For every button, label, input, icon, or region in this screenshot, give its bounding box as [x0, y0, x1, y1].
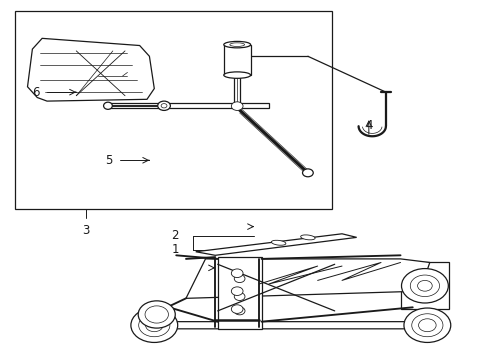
- Ellipse shape: [302, 169, 313, 177]
- Circle shape: [158, 101, 170, 111]
- Polygon shape: [185, 259, 429, 298]
- Ellipse shape: [229, 43, 244, 46]
- Ellipse shape: [271, 240, 285, 245]
- Polygon shape: [108, 103, 268, 108]
- Circle shape: [409, 275, 439, 297]
- Ellipse shape: [103, 102, 112, 109]
- Text: 4: 4: [365, 118, 372, 132]
- Circle shape: [234, 307, 244, 315]
- Circle shape: [145, 319, 163, 332]
- Circle shape: [161, 104, 166, 108]
- Circle shape: [138, 301, 175, 328]
- Text: 2: 2: [171, 229, 178, 242]
- Circle shape: [231, 305, 243, 314]
- Circle shape: [234, 293, 244, 301]
- Polygon shape: [27, 39, 154, 101]
- Text: 5: 5: [105, 154, 113, 167]
- Circle shape: [231, 269, 243, 278]
- Circle shape: [411, 314, 442, 337]
- Polygon shape: [217, 257, 261, 329]
- Circle shape: [401, 269, 447, 303]
- Polygon shape: [400, 262, 448, 309]
- Ellipse shape: [224, 41, 250, 48]
- Circle shape: [231, 102, 243, 111]
- Circle shape: [403, 308, 450, 342]
- Circle shape: [145, 306, 168, 323]
- Polygon shape: [142, 321, 448, 329]
- Polygon shape: [224, 45, 250, 75]
- Circle shape: [417, 280, 431, 291]
- Text: 1: 1: [171, 243, 178, 256]
- Ellipse shape: [300, 235, 314, 240]
- Bar: [15, 12, 331, 209]
- Circle shape: [234, 275, 244, 283]
- Circle shape: [131, 308, 177, 342]
- Circle shape: [418, 319, 435, 332]
- Text: 6: 6: [32, 86, 40, 99]
- Circle shape: [231, 287, 243, 296]
- Text: 3: 3: [82, 224, 89, 237]
- Polygon shape: [195, 234, 356, 255]
- Circle shape: [139, 314, 169, 337]
- Ellipse shape: [224, 72, 250, 78]
